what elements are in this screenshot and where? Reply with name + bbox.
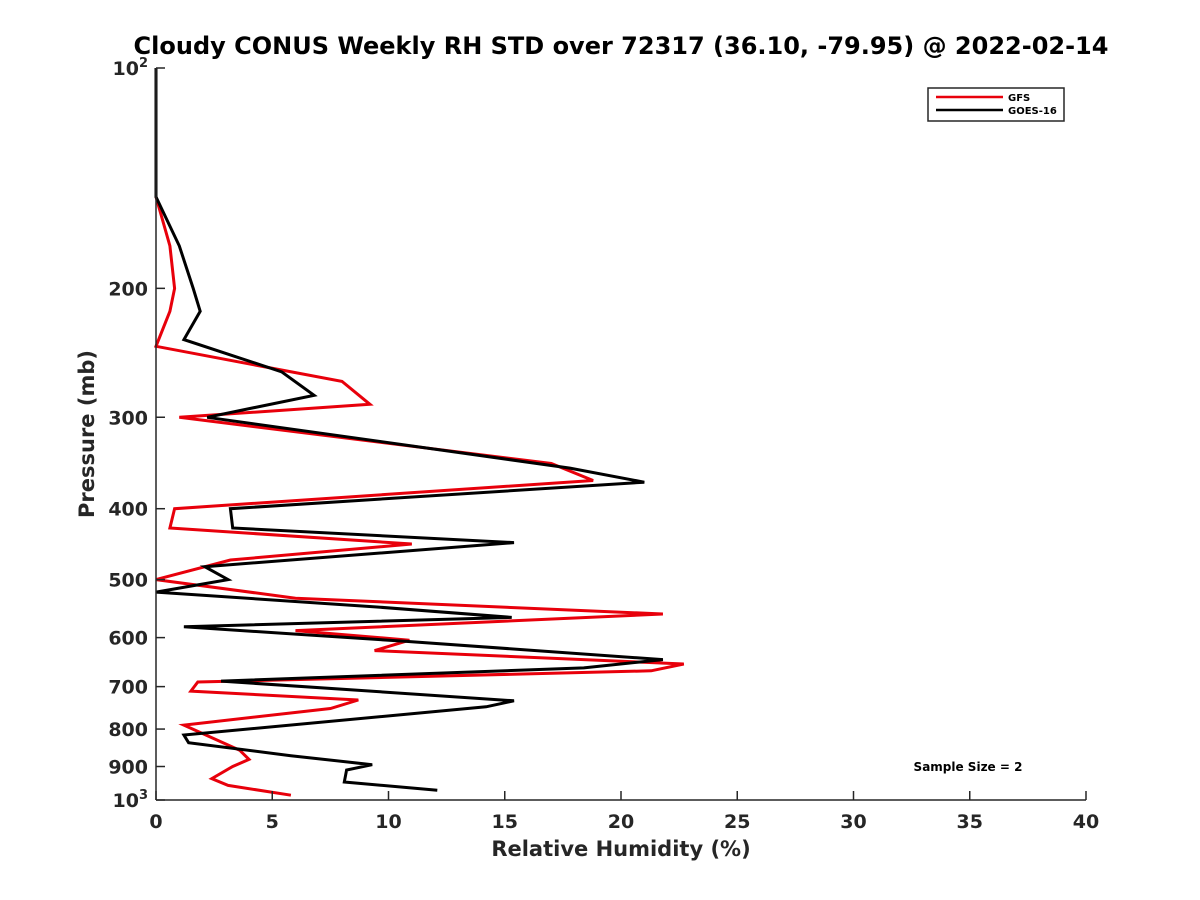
x-axis-label: Relative Humidity (%) [491, 837, 750, 861]
legend-box [927, 87, 1065, 122]
y-tick-label: 500 [108, 570, 148, 592]
x-tick-label: 20 [608, 811, 634, 833]
sample-size-annotation: Sample Size = 2 [914, 760, 1023, 774]
y-tick-label: 900 [108, 757, 148, 779]
x-tick-label: 25 [724, 811, 750, 833]
series-line-goes16 [154, 68, 664, 792]
y-tick-label: 300 [108, 407, 148, 429]
series-layer [153, 68, 685, 797]
y-tick-label: 600 [108, 628, 148, 650]
x-tick-label: 30 [840, 811, 866, 833]
y-tick-label: 700 [108, 677, 148, 699]
x-ticks: 0 5 10 15 20 25 30 35 40 [149, 791, 1099, 833]
y-tick-label: 800 [108, 719, 148, 741]
x-tick-label: 5 [266, 811, 279, 833]
x-tick-label: 35 [957, 811, 983, 833]
y-tick-label: 400 [108, 499, 148, 521]
legend-label-gfs: GFS [1008, 93, 1030, 104]
x-tick-label: 0 [149, 811, 162, 833]
y-tick-label: 103 [113, 788, 149, 812]
x-tick-label: 10 [375, 811, 401, 833]
chart-title: Cloudy CONUS Weekly RH STD over 72317 (3… [134, 32, 1109, 60]
x-tick-label: 40 [1073, 811, 1099, 833]
axes-layer [155, 68, 1086, 801]
x-tick-label: 15 [492, 811, 518, 833]
y-tick-label: 200 [108, 278, 148, 300]
y-ticks: 102 200 300 400 500 600 700 800 900 103 [108, 56, 165, 812]
y-axis-label: Pressure (mb) [75, 350, 99, 518]
legend-label-goes16: GOES-16 [1008, 106, 1057, 117]
legend: GFS GOES-16 [927, 87, 1065, 122]
y-tick-label: 102 [113, 56, 149, 80]
series-line-gfs [153, 68, 685, 797]
